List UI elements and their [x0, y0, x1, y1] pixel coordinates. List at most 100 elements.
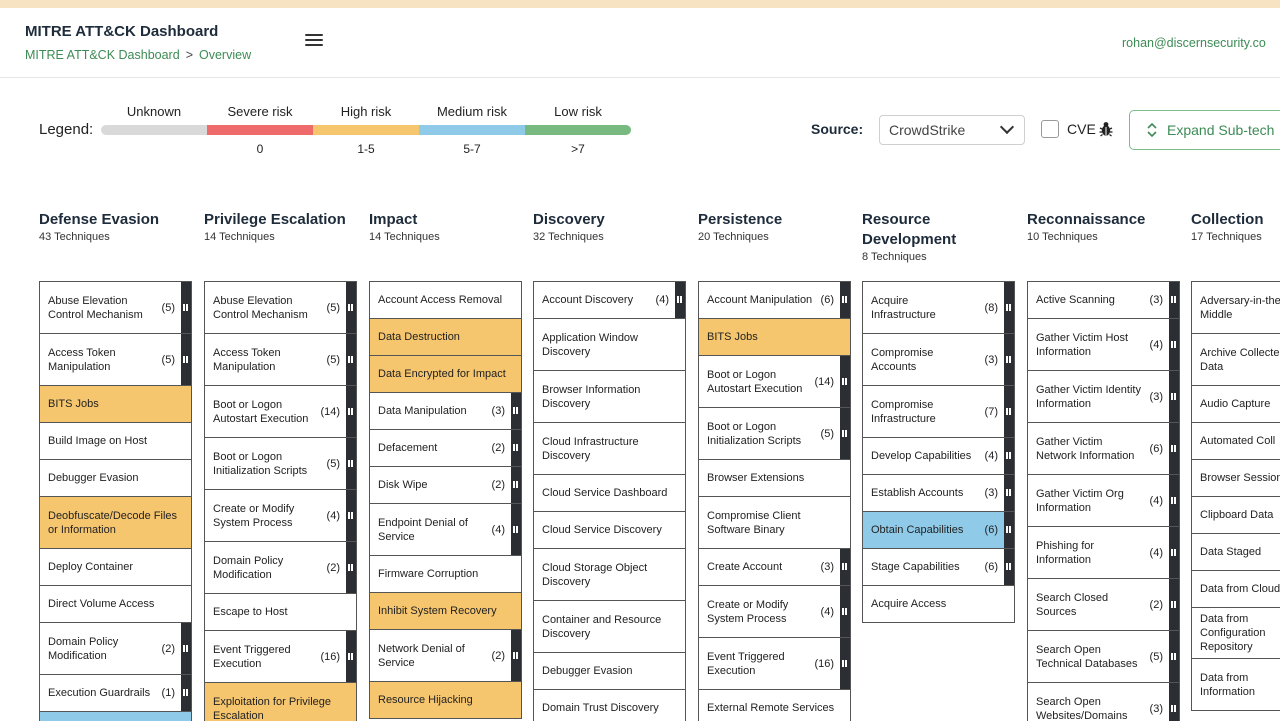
technique-cell[interactable]: Browser Information Discovery [533, 370, 686, 423]
expand-handle-icon[interactable] [1004, 334, 1014, 385]
technique-cell[interactable]: Create Account (3) [698, 548, 851, 586]
technique-cell[interactable]: Compromise Infrastructure (7) [862, 385, 1015, 438]
expand-handle-icon[interactable] [346, 542, 356, 593]
technique-cell[interactable]: External Remote Services [698, 689, 851, 721]
technique-cell[interactable]: Defacement (2) [369, 429, 522, 467]
technique-cell[interactable]: Create or Modify System Process (4) [698, 585, 851, 638]
expand-handle-icon[interactable] [840, 549, 850, 585]
technique-cell[interactable]: BITS Jobs [39, 385, 192, 423]
technique-cell[interactable]: Data Staged [1191, 533, 1280, 571]
technique-cell[interactable]: Network Denial of Service (2) [369, 629, 522, 682]
technique-cell[interactable]: Boot or Logon Autostart Execution (14) [204, 385, 357, 438]
expand-handle-icon[interactable] [1169, 423, 1179, 474]
expand-handle-icon[interactable] [840, 408, 850, 459]
technique-cell[interactable]: Endpoint Denial of Service (4) [369, 503, 522, 556]
technique-cell[interactable]: Data Manipulation (3) [369, 392, 522, 430]
expand-handle-icon[interactable] [1169, 527, 1179, 578]
tactic-header[interactable]: Persistence 20 Techniques [698, 210, 858, 243]
technique-cell[interactable]: Domain Policy Modification (2) [39, 622, 192, 675]
technique-cell[interactable]: Exploitation for Privilege Escalation [204, 682, 357, 721]
expand-handle-icon[interactable] [1004, 549, 1014, 585]
expand-handle-icon[interactable] [1169, 631, 1179, 682]
expand-handle-icon[interactable] [346, 438, 356, 489]
technique-cell[interactable]: Compromise Accounts (3) [862, 333, 1015, 386]
technique-cell[interactable]: Data from Configuration Repository [1191, 607, 1280, 659]
technique-cell[interactable]: Disk Wipe (2) [369, 466, 522, 504]
technique-cell[interactable]: Adversary-in-the Middle [1191, 281, 1280, 334]
tactic-header[interactable]: Defense Evasion 43 Techniques [39, 210, 199, 243]
expand-handle-icon[interactable] [840, 586, 850, 637]
expand-handle-icon[interactable] [840, 356, 850, 407]
expand-handle-icon[interactable] [1004, 282, 1014, 333]
expand-handle-icon[interactable] [346, 631, 356, 682]
technique-cell[interactable]: Compromise Client Software Binary [698, 496, 851, 549]
technique-cell[interactable]: Stage Capabilities (6) [862, 548, 1015, 586]
expand-handle-icon[interactable] [346, 490, 356, 541]
expand-handle-icon[interactable] [1004, 475, 1014, 511]
technique-cell[interactable]: Cloud Storage Object Discovery [533, 548, 686, 601]
technique-cell[interactable]: Automated Coll [1191, 422, 1280, 460]
expand-handle-icon[interactable] [1004, 438, 1014, 474]
expand-handle-icon[interactable] [1169, 579, 1179, 630]
technique-cell[interactable]: Account Access Removal [369, 281, 522, 319]
expand-handle-icon[interactable] [1169, 371, 1179, 422]
technique-cell[interactable]: Account Manipulation (6) [698, 281, 851, 319]
technique-cell[interactable]: Archive Collected Data [1191, 333, 1280, 386]
tactic-header[interactable]: Reconnaissance 10 Techniques [1027, 210, 1187, 243]
technique-cell[interactable]: Gather Victim Host Information (4) [1027, 318, 1180, 371]
user-email[interactable]: rohan@discernsecurity.co [1122, 36, 1266, 50]
technique-cell[interactable]: Establish Accounts (3) [862, 474, 1015, 512]
technique-cell[interactable]: Boot or Logon Initialization Scripts (5) [698, 407, 851, 460]
source-select[interactable]: CrowdStrike [879, 115, 1025, 145]
technique-cell[interactable]: Search Open Technical Databases (5) [1027, 630, 1180, 683]
technique-cell[interactable]: Direct Volume Access [39, 585, 192, 623]
breadcrumb-item-dashboard[interactable]: MITRE ATT&CK Dashboard [25, 48, 180, 62]
cve-checkbox[interactable] [1041, 120, 1059, 138]
technique-cell[interactable]: Account Discovery (4) [533, 281, 686, 319]
tactic-header[interactable]: Discovery 32 Techniques [533, 210, 693, 243]
technique-cell[interactable]: Cloud Service Dashboard [533, 474, 686, 512]
technique-cell[interactable]: Clipboard Data [1191, 496, 1280, 534]
expand-handle-icon[interactable] [1169, 282, 1179, 318]
technique-cell[interactable]: Acquire Infrastructure (8) [862, 281, 1015, 334]
technique-cell[interactable]: Create or Modify System Process (4) [204, 489, 357, 542]
technique-cell[interactable]: Boot or Logon Initialization Scripts (5) [204, 437, 357, 490]
technique-cell[interactable]: Abuse Elevation Control Mechanism (5) [204, 281, 357, 334]
technique-cell[interactable]: Obtain Capabilities (6) [862, 511, 1015, 549]
technique-cell[interactable]: Data Destruction [369, 318, 522, 356]
technique-cell[interactable]: Access Token Manipulation (5) [204, 333, 357, 386]
technique-cell[interactable]: Application Window Discovery [533, 318, 686, 371]
technique-cell[interactable]: Domain Trust Discovery [533, 689, 686, 721]
expand-handle-icon[interactable] [1004, 386, 1014, 437]
tactic-header[interactable]: Resource Development 8 Techniques [862, 210, 1022, 263]
expand-handle-icon[interactable] [346, 334, 356, 385]
technique-cell[interactable]: Abuse Elevation Control Mechanism (5) [39, 281, 192, 334]
expand-handle-icon[interactable] [511, 630, 521, 681]
technique-cell[interactable]: Domain Policy Modification (2) [204, 541, 357, 594]
expand-handle-icon[interactable] [511, 430, 521, 466]
technique-cell[interactable]: Data from Information [1191, 658, 1280, 711]
expand-handle-icon[interactable] [181, 623, 191, 674]
technique-cell[interactable]: Container and Resource Discovery [533, 600, 686, 653]
technique-cell[interactable]: Gather Victim Identity Information (3) [1027, 370, 1180, 423]
technique-cell[interactable]: Phishing for Information (4) [1027, 526, 1180, 579]
expand-sub-techniques-button[interactable]: Expand Sub-tech [1129, 110, 1280, 150]
expand-handle-icon[interactable] [181, 334, 191, 385]
expand-handle-icon[interactable] [346, 386, 356, 437]
technique-cell[interactable]: Browser Session [1191, 459, 1280, 497]
technique-cell[interactable]: Inhibit System Recovery [369, 592, 522, 630]
expand-handle-icon[interactable] [675, 282, 685, 318]
technique-cell[interactable]: Event Triggered Execution (16) [698, 637, 851, 690]
technique-cell[interactable]: BITS Jobs [698, 318, 851, 356]
technique-cell[interactable]: Search Open Websites/Domains (3) [1027, 682, 1180, 721]
breadcrumb-item-overview[interactable]: Overview [199, 48, 252, 62]
expand-handle-icon[interactable] [1169, 319, 1179, 370]
technique-cell[interactable]: Cloud Infrastructure Discovery [533, 422, 686, 475]
tactic-header[interactable]: Privilege Escalation 14 Techniques [204, 210, 364, 243]
technique-cell[interactable]: Escape to Host [204, 593, 357, 631]
expand-handle-icon[interactable] [511, 393, 521, 429]
technique-cell[interactable]: Search Closed Sources (2) [1027, 578, 1180, 631]
technique-cell[interactable]: Develop Capabilities (4) [862, 437, 1015, 475]
technique-cell[interactable]: Data from Cloud [1191, 570, 1280, 608]
technique-cell[interactable]: Deploy Container [39, 548, 192, 586]
